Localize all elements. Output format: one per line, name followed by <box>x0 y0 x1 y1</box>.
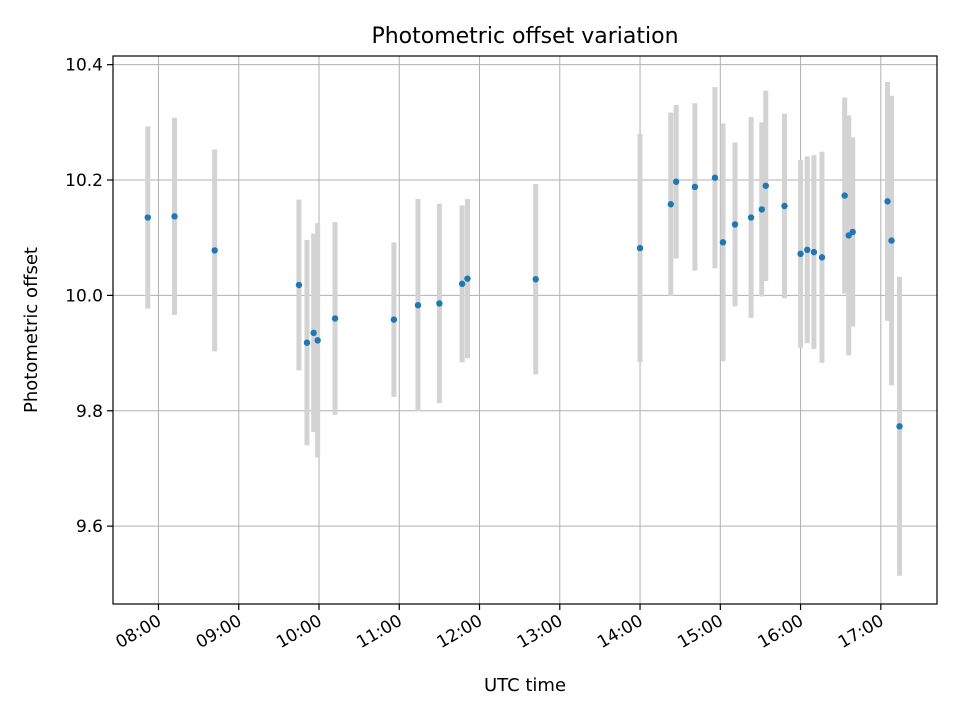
y-axis: 9.6 9.8 10.0 10.2 10.4 <box>65 56 113 537</box>
y-tick-label: 9.6 <box>76 517 103 537</box>
data-point <box>810 248 818 256</box>
data-point <box>464 275 471 282</box>
y-axis-label: Photometric offset <box>21 247 42 413</box>
data-point <box>672 178 680 185</box>
data-point <box>818 254 826 261</box>
data-point <box>731 221 739 228</box>
data-point <box>691 183 699 191</box>
data-point <box>144 214 151 221</box>
data-point <box>888 237 895 244</box>
data-point <box>758 206 765 213</box>
data-point <box>896 423 903 430</box>
data-point <box>667 201 675 208</box>
data-point <box>804 246 811 254</box>
data-point <box>414 301 422 309</box>
data-point <box>532 276 539 283</box>
data-point <box>841 192 848 199</box>
data-point <box>719 239 727 246</box>
data-point <box>331 315 339 322</box>
data-point <box>314 337 321 344</box>
y-tick-label: 9.8 <box>76 402 103 422</box>
y-tick-label: 10.2 <box>65 171 103 191</box>
data-points <box>144 174 903 430</box>
data-point <box>295 281 303 289</box>
x-axis-label: UTC time <box>484 675 566 696</box>
data-point <box>849 228 856 236</box>
data-point <box>747 214 755 221</box>
data-point <box>303 339 311 346</box>
data-point <box>797 250 804 258</box>
data-point <box>390 316 398 323</box>
data-point <box>211 247 218 254</box>
data-point <box>636 244 644 252</box>
data-point <box>762 182 769 189</box>
data-point <box>884 198 891 205</box>
data-point <box>171 213 178 220</box>
data-point <box>436 300 443 307</box>
data-point <box>310 329 317 337</box>
chart-title: Photometric offset variation <box>371 24 678 49</box>
plot-frame <box>112 55 938 605</box>
y-tick-label: 10.0 <box>65 286 103 306</box>
grid <box>113 56 937 604</box>
data-point <box>711 174 719 181</box>
y-tick-label: 10.4 <box>65 56 103 76</box>
data-point <box>458 280 466 288</box>
data-point <box>781 202 788 210</box>
